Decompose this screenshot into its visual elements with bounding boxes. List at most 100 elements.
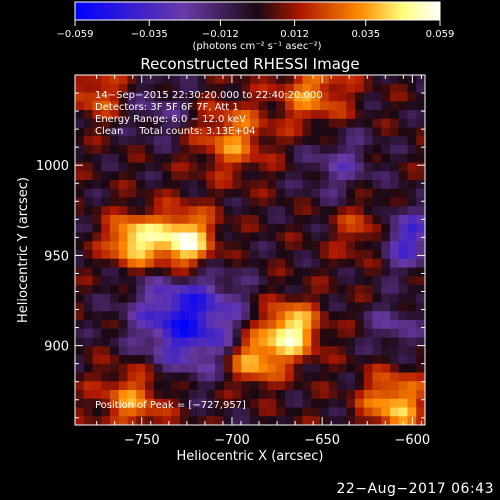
heatmap-cell xyxy=(153,162,164,172)
heatmap-cell xyxy=(372,171,382,181)
heatmap-cell xyxy=(355,302,365,312)
heatmap-cell xyxy=(127,101,137,111)
heatmap-cell xyxy=(302,363,312,374)
heatmap-cell xyxy=(241,346,251,356)
heatmap-cell xyxy=(328,188,339,199)
heatmap-cell xyxy=(258,241,269,251)
heatmap-cell xyxy=(215,381,225,391)
heatmap-cell xyxy=(223,188,234,199)
heatmap-cell xyxy=(346,153,356,164)
heatmap-cell xyxy=(206,311,216,321)
heatmap-cell xyxy=(232,232,242,242)
heatmap-cell xyxy=(215,232,225,242)
heatmap-cell xyxy=(75,320,85,330)
heatmap-cell xyxy=(267,311,277,321)
heatmap-cell xyxy=(346,241,356,251)
heatmap-cell xyxy=(171,127,181,137)
heatmap-cell xyxy=(197,188,207,199)
heatmap-cell xyxy=(390,363,400,374)
heatmap-cell xyxy=(407,346,417,356)
heatmap-cell xyxy=(398,285,409,295)
heatmap-cell xyxy=(153,302,164,312)
heatmap-cell xyxy=(381,337,391,347)
heatmap-cell xyxy=(92,355,102,365)
heatmap-cell xyxy=(180,162,190,172)
heatmap-cell xyxy=(188,311,199,321)
heatmap-cell xyxy=(416,92,425,102)
heatmap-cell xyxy=(206,241,216,251)
heatmap-cell xyxy=(250,188,260,199)
heatmap-cell xyxy=(232,407,242,417)
heatmap-cell xyxy=(267,320,277,330)
heatmap-cell xyxy=(320,162,330,172)
heatmap-cell xyxy=(171,232,181,242)
heatmap-cell xyxy=(171,188,181,199)
heatmap-cell xyxy=(381,311,391,321)
heatmap-cell xyxy=(355,328,365,339)
heatmap-cell xyxy=(398,407,409,417)
heatmap-cell xyxy=(398,320,409,330)
heatmap-cell xyxy=(241,83,251,94)
heatmap-cell xyxy=(136,355,146,365)
heatmap-cell xyxy=(215,75,225,85)
heatmap-cell xyxy=(363,162,374,172)
heatmap-cell xyxy=(75,355,85,365)
heatmap-cell xyxy=(162,320,172,330)
heatmap-cell xyxy=(232,101,242,111)
heatmap-cell xyxy=(381,145,391,155)
heatmap-cell xyxy=(136,197,146,207)
heatmap-cell xyxy=(355,188,365,199)
heatmap-cell xyxy=(416,337,425,347)
heatmap-cell xyxy=(267,267,277,277)
heatmap-cell xyxy=(363,92,374,102)
heatmap-cell xyxy=(223,118,234,129)
heatmap-cell xyxy=(372,188,382,199)
heatmap-cell xyxy=(171,83,181,94)
heatmap-cell xyxy=(223,223,234,234)
heatmap-cell xyxy=(188,215,199,225)
heatmap-cell xyxy=(355,145,365,155)
heatmap-cell xyxy=(241,328,251,339)
heatmap-cell xyxy=(197,241,207,251)
heatmap-cell xyxy=(250,162,260,172)
heatmap-cell xyxy=(363,153,374,164)
heatmap-cell xyxy=(320,83,330,94)
heatmap-cell xyxy=(83,145,94,155)
heatmap-cell xyxy=(337,83,347,94)
heatmap-cell xyxy=(320,363,330,374)
heatmap-cell xyxy=(285,180,295,190)
heatmap-cell xyxy=(390,267,400,277)
heatmap-cell xyxy=(171,258,181,269)
heatmap-cell xyxy=(162,398,172,409)
heatmap-cell xyxy=(293,372,304,382)
heatmap-cell xyxy=(197,311,207,321)
heatmap-cell xyxy=(162,311,172,321)
heatmap-cell xyxy=(407,372,417,382)
heatmap-cell xyxy=(355,118,365,129)
heatmap-cell xyxy=(162,75,172,85)
heatmap-cell xyxy=(206,197,216,207)
heatmap-cell xyxy=(276,320,286,330)
heatmap-cell xyxy=(328,145,339,155)
heatmap-cell xyxy=(250,337,260,347)
heatmap-cell xyxy=(197,206,207,216)
heatmap-cell xyxy=(136,311,146,321)
colorbar-tick-label: 0.035 xyxy=(351,29,380,40)
heatmap-cell xyxy=(153,258,164,269)
heatmap-cell xyxy=(250,197,260,207)
heatmap-cell xyxy=(206,337,216,347)
heatmap-cell xyxy=(311,285,321,295)
heatmap-cell xyxy=(75,258,85,269)
heatmap-cell xyxy=(346,101,356,111)
heatmap-cell xyxy=(337,162,347,172)
heatmap-cell xyxy=(215,241,225,251)
heatmap-cell xyxy=(276,302,286,312)
x-axis: −750 −700 −650 −600 xyxy=(96,75,430,448)
heatmap-cell xyxy=(75,215,85,225)
heatmap-cell xyxy=(180,206,190,216)
heatmap-cell xyxy=(363,293,374,304)
heatmap-cell xyxy=(267,241,277,251)
heatmap-cell xyxy=(328,363,339,374)
heatmap-cell xyxy=(101,92,111,102)
heatmap-cell xyxy=(372,232,382,242)
